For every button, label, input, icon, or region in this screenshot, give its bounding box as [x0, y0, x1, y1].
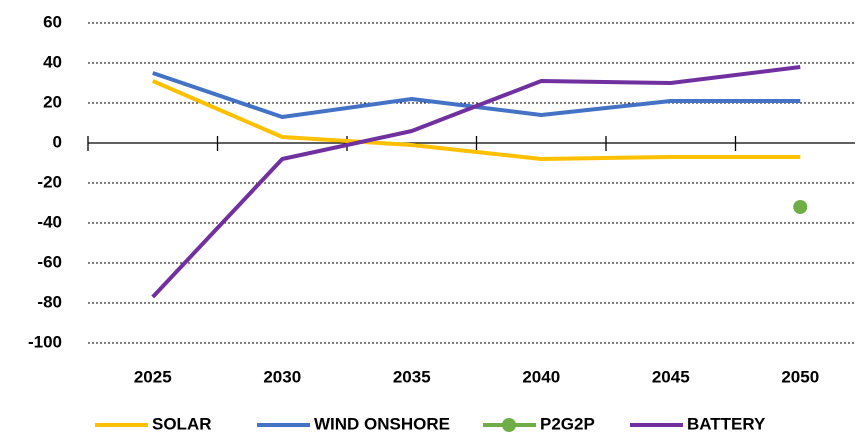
x-tick-label: 2030 — [263, 367, 301, 386]
y-tick-label: 0 — [53, 132, 62, 151]
legend-label: BATTERY — [687, 414, 766, 433]
legend-marker — [502, 418, 516, 432]
y-tick-label: 20 — [43, 92, 62, 111]
x-tick-label: 2040 — [522, 367, 560, 386]
y-tick-label: 60 — [43, 12, 62, 31]
y-tick-label: 40 — [43, 52, 62, 71]
series-line — [151, 79, 801, 161]
legend-label: SOLAR — [152, 414, 212, 433]
legend-label: WIND ONSHORE — [314, 414, 450, 433]
x-tick-label: 2035 — [393, 367, 431, 386]
y-tick-label: -60 — [37, 252, 62, 271]
series-line — [151, 65, 801, 299]
y-tick-label: -40 — [37, 212, 62, 231]
y-tick-label: -20 — [37, 172, 62, 191]
series-marker — [793, 200, 808, 214]
y-tick-label: -100 — [28, 332, 62, 351]
x-tick-label: 2050 — [781, 367, 819, 386]
x-tick-label: 2045 — [652, 367, 690, 386]
x-tick-label: 2025 — [134, 367, 172, 386]
legend-label: P2G2P — [540, 414, 595, 433]
y-tick-label: -80 — [37, 292, 62, 311]
